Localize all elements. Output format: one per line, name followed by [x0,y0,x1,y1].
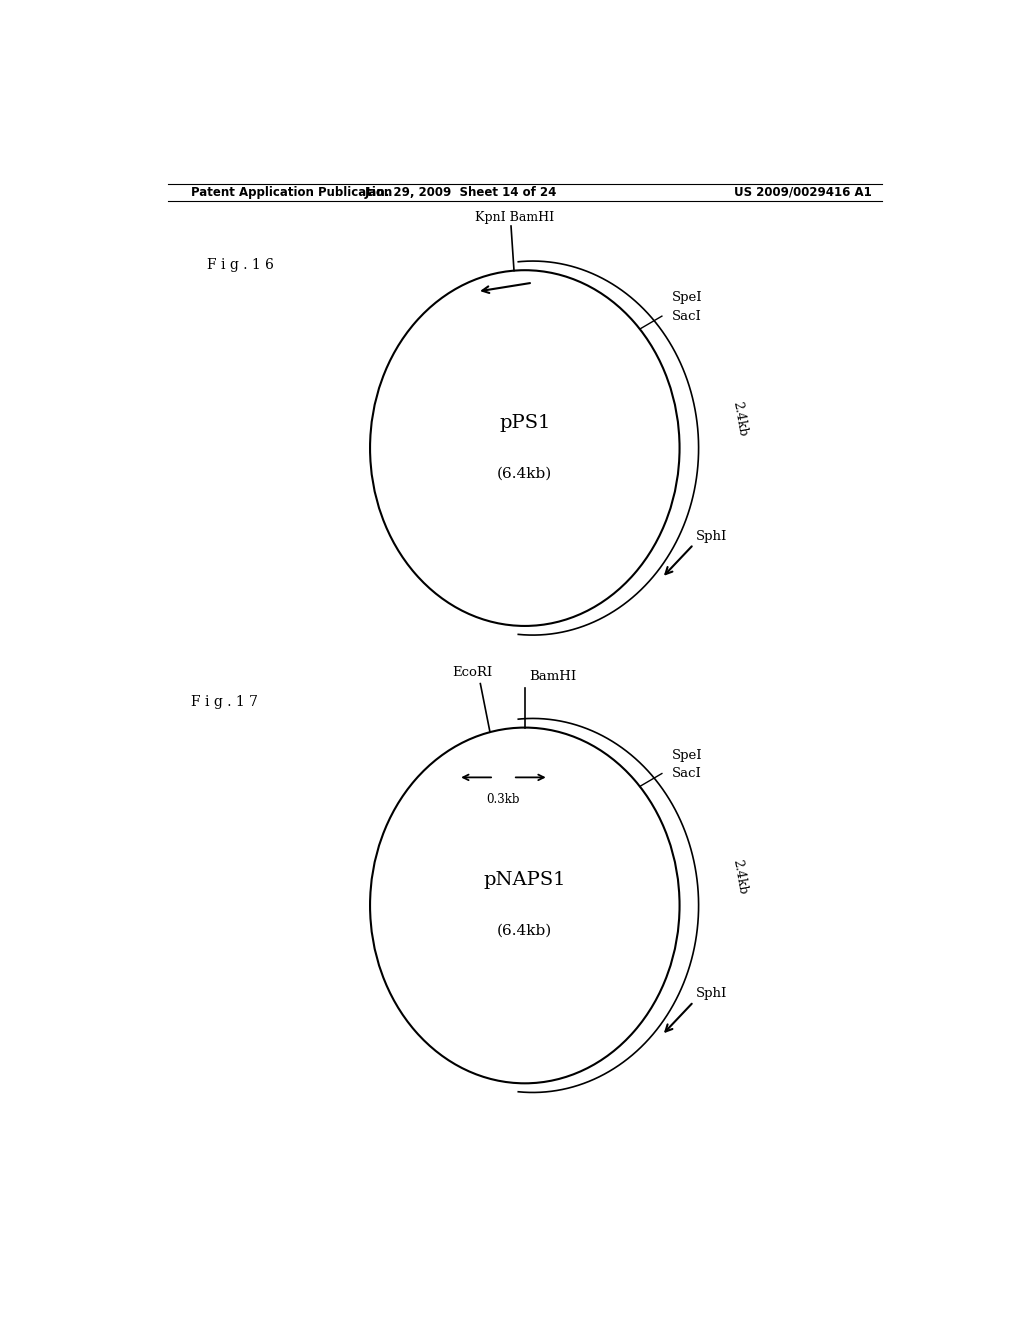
Text: F i g . 1 7: F i g . 1 7 [191,696,258,709]
Text: SphI: SphI [696,529,727,543]
Ellipse shape [367,261,698,635]
Text: EcoRI: EcoRI [453,665,493,678]
Text: SpeI: SpeI [672,292,702,305]
Ellipse shape [370,727,680,1084]
Ellipse shape [367,718,698,1093]
Text: F i g . 1 6: F i g . 1 6 [207,259,274,272]
Text: pPS1: pPS1 [499,413,551,432]
Text: (6.4kb): (6.4kb) [498,466,552,480]
Text: pNAPS1: pNAPS1 [483,871,566,890]
Text: Patent Application Publication: Patent Application Publication [191,186,393,199]
Text: BamHI: BamHI [528,669,577,682]
Text: (6.4kb): (6.4kb) [498,924,552,939]
Ellipse shape [370,271,680,626]
Text: SacI: SacI [672,767,701,780]
Text: 2.4kb: 2.4kb [731,400,750,438]
Text: Jan. 29, 2009  Sheet 14 of 24: Jan. 29, 2009 Sheet 14 of 24 [366,186,557,199]
Text: SphI: SphI [696,987,727,1001]
Text: SpeI: SpeI [672,748,702,762]
Text: US 2009/0029416 A1: US 2009/0029416 A1 [733,186,871,199]
Text: KpnI BamHI: KpnI BamHI [475,211,555,224]
Text: 2.4kb: 2.4kb [731,858,750,895]
Text: 0.3kb: 0.3kb [486,792,520,805]
Text: SacI: SacI [672,310,701,322]
